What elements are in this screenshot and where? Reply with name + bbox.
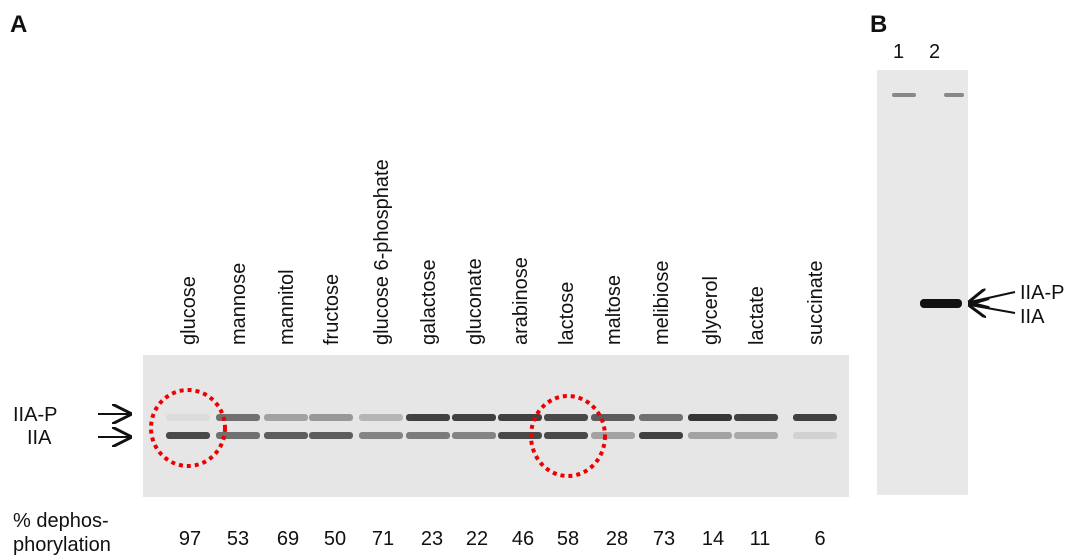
band	[264, 432, 308, 439]
arrow	[970, 292, 1015, 302]
band	[309, 432, 353, 439]
band	[359, 432, 403, 439]
band	[920, 299, 962, 308]
band	[734, 432, 778, 439]
band	[452, 432, 496, 439]
band	[452, 414, 496, 421]
band-label: IIA	[27, 427, 52, 449]
dephosphorylation-value: 97	[179, 528, 201, 550]
gel-b	[877, 70, 968, 495]
lane-label: lactate	[746, 286, 768, 345]
dephosphorylation-value: 11	[750, 528, 771, 550]
dephosphorylation-value: 46	[512, 528, 534, 550]
figure: A B IIA-P IIA % dephos- phorylation 1 2 …	[0, 0, 1083, 557]
band	[498, 432, 542, 439]
band	[166, 414, 210, 421]
lane-label: glucose 6-phosphate	[371, 159, 393, 345]
band-label: IIA-P	[13, 404, 57, 426]
band	[359, 414, 403, 421]
dephosphorylation-value: 71	[372, 528, 394, 550]
dephosphorylation-value: 14	[702, 528, 724, 550]
band	[544, 432, 588, 439]
well	[892, 93, 916, 97]
dephosphorylation-value: 58	[557, 528, 579, 550]
lane-label: 1	[893, 41, 904, 63]
band	[406, 432, 450, 439]
band	[544, 414, 588, 421]
lane-label: mannose	[228, 263, 250, 345]
lane-label: lactose	[556, 282, 578, 345]
lane-label: 2	[929, 41, 940, 63]
band	[639, 432, 683, 439]
band-label: IIA	[1020, 306, 1045, 328]
lane-label: gluconate	[464, 258, 486, 345]
band	[793, 414, 837, 421]
row-label: phorylation	[13, 534, 111, 556]
lane-label: glucose	[178, 276, 200, 345]
dephosphorylation-value: 73	[653, 528, 675, 550]
band	[688, 414, 732, 421]
band	[793, 432, 837, 439]
panel-label: B	[870, 11, 887, 38]
dephosphorylation-value: 6	[814, 528, 825, 550]
lane-label: fructose	[321, 274, 343, 345]
band	[264, 414, 308, 421]
band	[309, 414, 353, 421]
dephosphorylation-value: 50	[324, 528, 346, 550]
row-label: % dephos-	[13, 510, 109, 532]
lane-label: arabinose	[510, 257, 532, 345]
band	[591, 432, 635, 439]
dephosphorylation-value: 23	[421, 528, 443, 550]
well	[944, 93, 964, 97]
band	[166, 432, 210, 439]
dephosphorylation-value: 69	[277, 528, 299, 550]
dephosphorylation-value: 53	[227, 528, 249, 550]
arrow	[970, 305, 1015, 313]
band	[406, 414, 450, 421]
lane-label: glycerol	[700, 276, 722, 345]
band	[734, 414, 778, 421]
dephosphorylation-value: 28	[606, 528, 628, 550]
lane-label: melibiose	[651, 261, 673, 345]
dephosphorylation-value: 22	[466, 528, 488, 550]
lane-label: mannitol	[276, 269, 298, 345]
lane-label: maltose	[603, 275, 625, 345]
band-label: IIA-P	[1020, 282, 1064, 304]
panel-label: A	[10, 11, 27, 38]
lane-label: galactose	[418, 259, 440, 345]
band	[688, 432, 732, 439]
band	[639, 414, 683, 421]
gel-a	[143, 355, 849, 497]
lane-label: succinate	[805, 261, 827, 346]
